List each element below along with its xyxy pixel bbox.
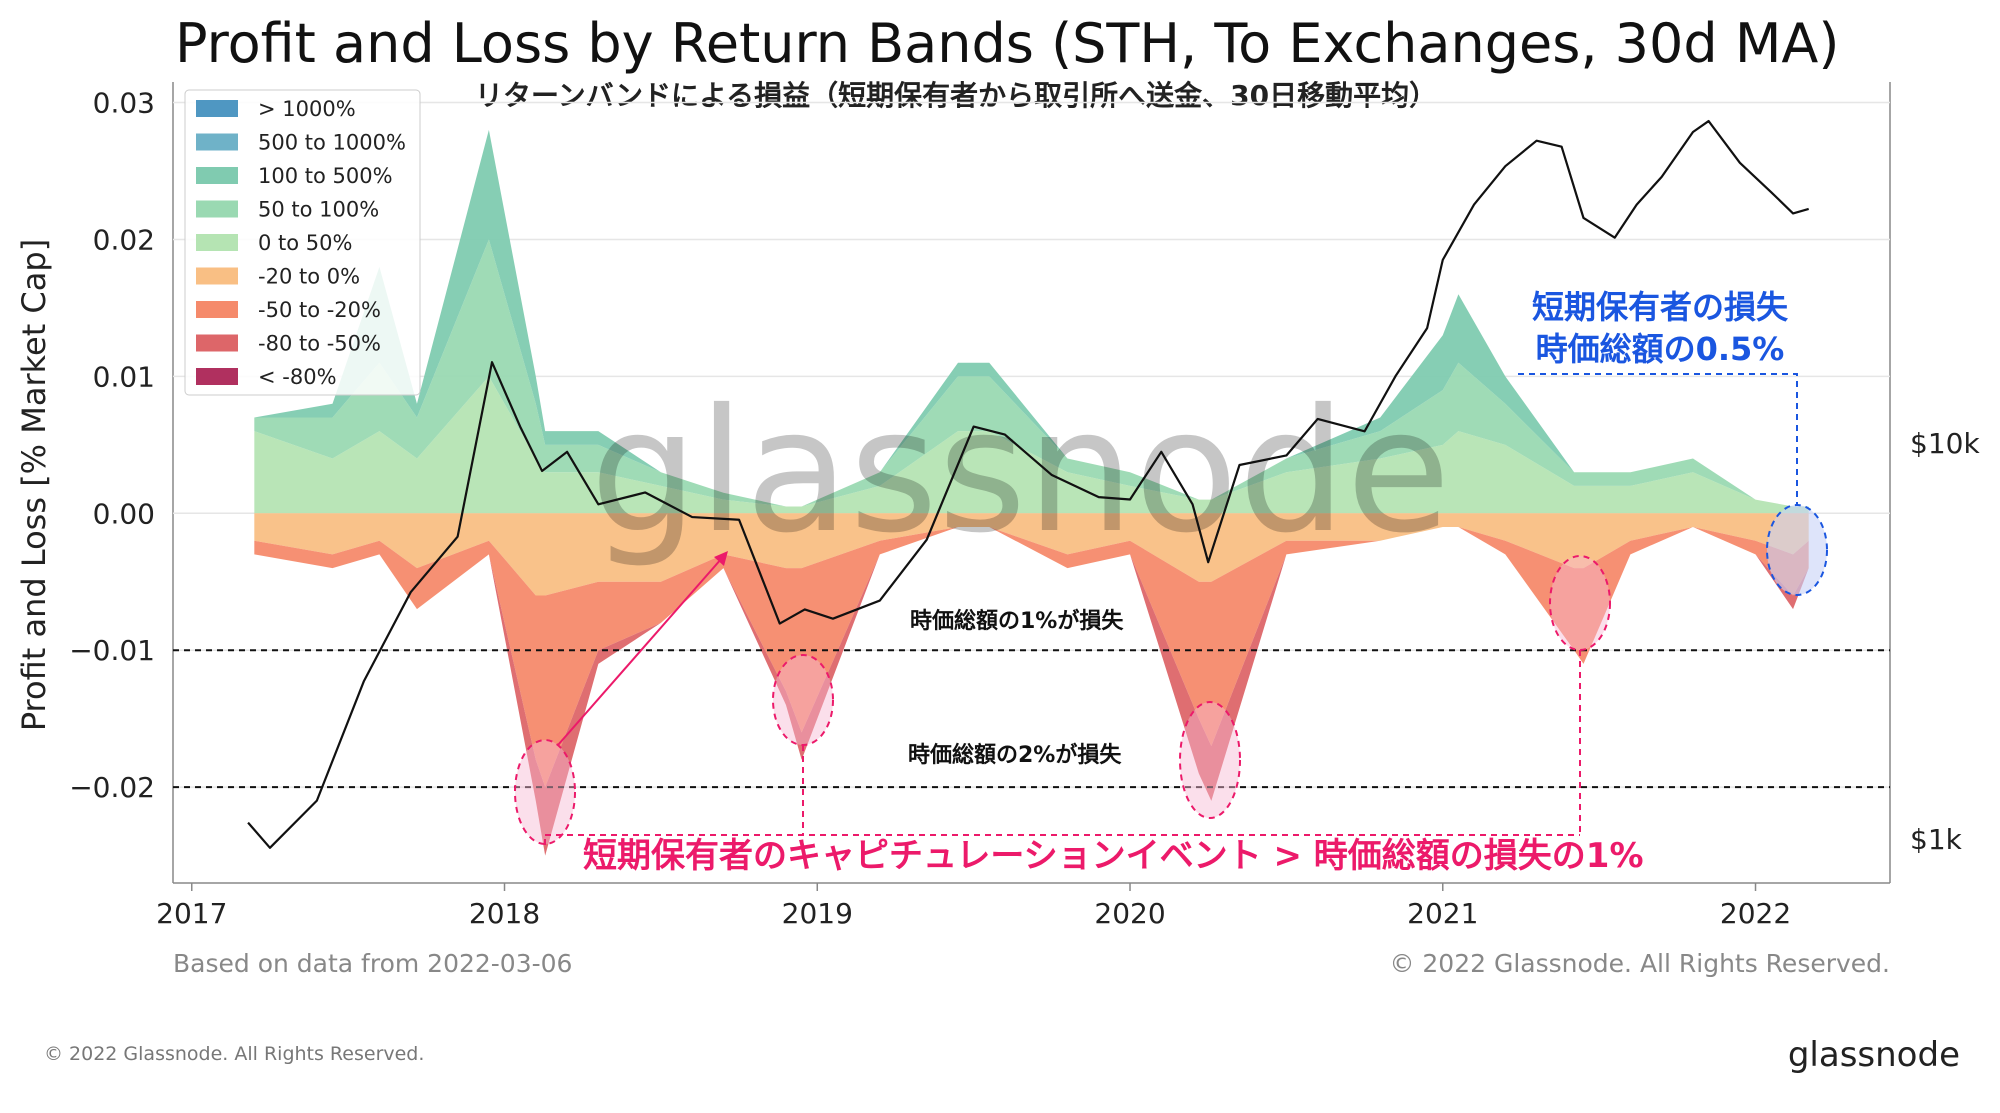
x-tick-label: 2022 bbox=[1720, 897, 1791, 930]
legend-label: 500 to 1000% bbox=[258, 131, 406, 155]
legend: > 1000% 500 to 1000% 100 to 500% 50 to 100%… bbox=[184, 89, 421, 396]
x-tick-label: 2020 bbox=[1094, 897, 1165, 930]
legend-swatch bbox=[196, 167, 238, 184]
legend-label: -20 to 0% bbox=[258, 265, 360, 289]
price-line bbox=[247, 119, 1809, 849]
watermark-text: glassnode bbox=[590, 373, 1451, 571]
y-axis-label: Profit and Loss [% Market Cap] bbox=[15, 239, 53, 731]
legend-swatch bbox=[196, 133, 238, 151]
capitulation-ellipse-2021 bbox=[1549, 555, 1611, 651]
y-tick-label: 0.01 bbox=[93, 360, 155, 393]
capitulation-ellipse-2020 bbox=[1179, 701, 1241, 819]
reference-lines bbox=[173, 649, 1890, 789]
legend-swatch bbox=[196, 267, 238, 285]
y-tick-label: 0.00 bbox=[93, 497, 155, 530]
legend-label: 0 to 50% bbox=[258, 231, 352, 255]
blue-connector bbox=[1518, 373, 1798, 505]
legend-swatch bbox=[196, 368, 238, 385]
x-tick-label: 2018 bbox=[469, 897, 540, 930]
y-tick-labels: 0.03 0.02 0.01 0.00 −0.01 −0.02 bbox=[69, 87, 155, 805]
plot-copyright-text: © 2022 Glassnode. All Rights Reserved. bbox=[1389, 949, 1890, 978]
capitulation-ellipse-2018 bbox=[514, 739, 576, 845]
y2-tick-label: $10k bbox=[1910, 427, 1980, 460]
y2-tick-label: $1k bbox=[1910, 823, 1963, 856]
legend-swatch bbox=[196, 301, 238, 318]
chart-title: Profit and Loss by Return Bands (STH, To… bbox=[175, 12, 1839, 75]
ref-line-label-1pct: 時価総額の1%が損失 bbox=[910, 608, 1124, 634]
legend-label: 50 to 100% bbox=[258, 198, 379, 222]
chart-subtitle-jp: リターンバンドによる損益（短期保有者から取引所へ送金、30日移動平均） bbox=[475, 79, 1437, 112]
legend-label: -50 to -20% bbox=[258, 298, 381, 322]
x-tick-label: 2021 bbox=[1407, 897, 1478, 930]
area-band-0-to-50- bbox=[254, 376, 1809, 514]
x-tick-label: 2019 bbox=[782, 897, 853, 930]
blue-annotation-line-2: 時価総額の0.5% bbox=[1536, 330, 1785, 368]
page-copyright-text: © 2022 Glassnode. All Rights Reserved. bbox=[44, 1043, 424, 1065]
legend-label: 100 to 500% bbox=[258, 164, 393, 188]
brand-logo-text: glassnode bbox=[1788, 1035, 1960, 1075]
x-tick-labels: 2017 2018 2019 2020 2021 2022 bbox=[156, 883, 1791, 930]
legend-label: -80 to -50% bbox=[258, 332, 381, 356]
pink-annotation: 短期保有者のキャピチュレーションイベント > 時価総額の損失の1% bbox=[583, 836, 1644, 876]
plot-frame bbox=[172, 82, 1891, 884]
legend-swatch bbox=[196, 234, 238, 251]
blue-annotation-line-1: 短期保有者の損失 bbox=[1532, 288, 1789, 326]
legend-swatch bbox=[196, 334, 238, 352]
price-line-group bbox=[247, 119, 1809, 849]
y2-tick-labels: $10k $1k bbox=[1910, 427, 1980, 856]
y-tick-label: −0.01 bbox=[69, 634, 155, 667]
loss-ellipse-2022 bbox=[1766, 504, 1828, 596]
return-band-areas bbox=[254, 129, 1809, 856]
pink-arrow-head bbox=[714, 551, 728, 566]
y-tick-label: 0.03 bbox=[93, 87, 155, 120]
pink-arrow-line bbox=[557, 557, 723, 746]
y-tick-label: −0.02 bbox=[69, 771, 155, 804]
legend-box bbox=[184, 89, 421, 396]
based-on-data-text: Based on data from 2022-03-06 bbox=[173, 949, 572, 978]
legend-label: > 1000% bbox=[258, 97, 356, 121]
area-band--20-to-0- bbox=[254, 513, 1809, 596]
ref-line-label-2pct: 時価総額の2%が損失 bbox=[908, 742, 1122, 768]
legend-label: < -80% bbox=[258, 365, 337, 389]
area-band--50-to-20- bbox=[254, 527, 1809, 788]
annotations: 短期保有者の損失 時価総額の0.5% 時価総額の1%が損失 時価総額の2%が損失… bbox=[514, 288, 1828, 876]
x-tick-label: 2017 bbox=[156, 897, 227, 930]
area-band-50-to-100- bbox=[254, 239, 1809, 507]
legend-swatch bbox=[196, 100, 238, 117]
y-tick-label: 0.02 bbox=[93, 223, 155, 256]
capitulation-ellipse-2019 bbox=[772, 654, 834, 746]
legend-swatch bbox=[196, 200, 238, 218]
